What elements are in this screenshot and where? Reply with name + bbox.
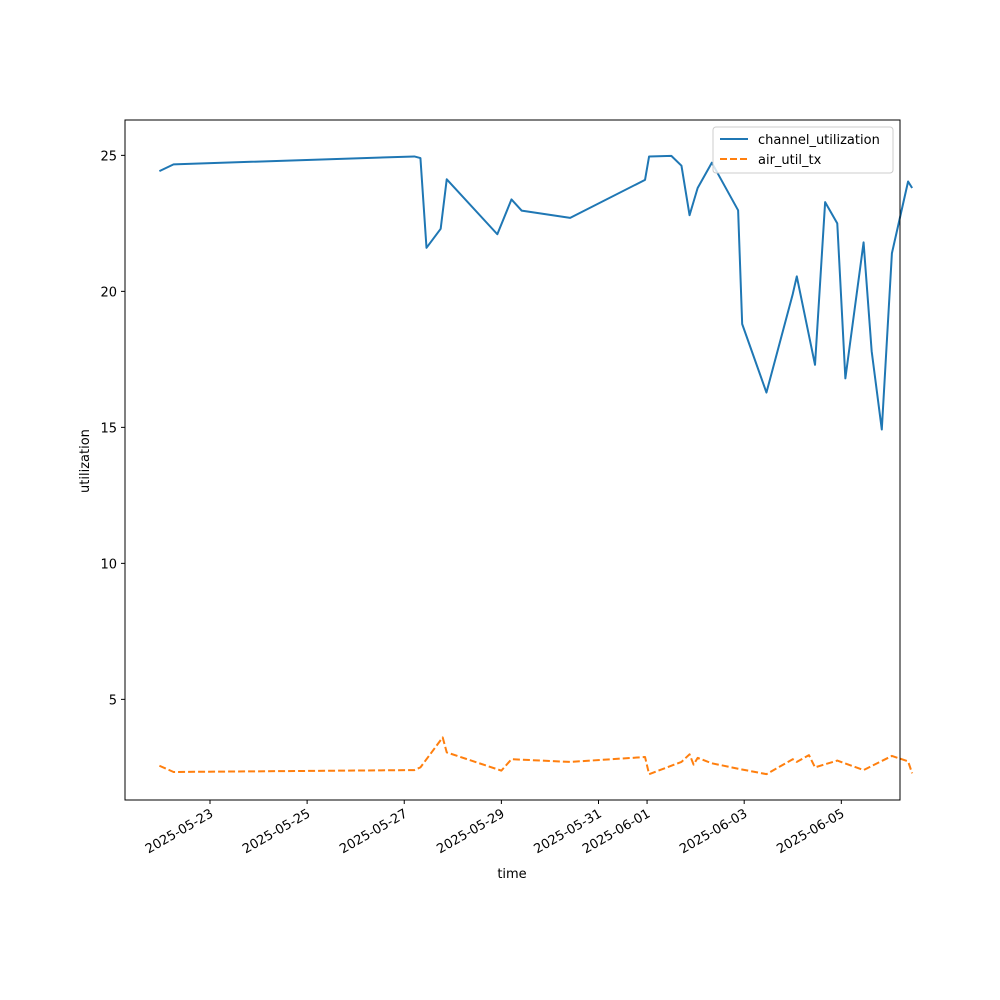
series-line-channel-utilization [158,154,913,431]
legend-label-channel-utilization: channel_utilization [758,133,880,148]
series-line-air-util-tx [158,736,914,776]
plot-frame [124,119,901,801]
x-axis-label: time [497,867,526,882]
y-axis-label: utilization [78,429,93,493]
y-tick-label: 5 [109,693,117,708]
y-axis-ticks: 5 10 15 20 25 [100,149,125,708]
x-axis-ticks: 2025-05-23 2025-05-25 2025-05-27 2025-05-29… [143,800,847,857]
legend: channel_utilization air_util_tx [712,126,894,174]
legend-frame [712,126,894,174]
y-tick-label: 10 [100,557,117,572]
x-tick-label: 2025-05-23 [143,806,216,857]
x-tick-label: 2025-05-25 [240,806,313,857]
y-tick-label: 15 [100,421,117,436]
plot-area [125,120,900,800]
x-tick-label: 2025-05-29 [434,806,507,857]
x-tick-label: 2025-06-03 [677,806,750,857]
y-tick-label: 20 [100,285,117,300]
legend-label-air-util-tx: air_util_tx [758,153,822,168]
x-tick-label: 2025-06-05 [774,806,847,857]
series-layer [158,154,914,776]
y-tick-label: 25 [100,149,117,164]
x-tick-label: 2025-05-27 [337,806,410,857]
